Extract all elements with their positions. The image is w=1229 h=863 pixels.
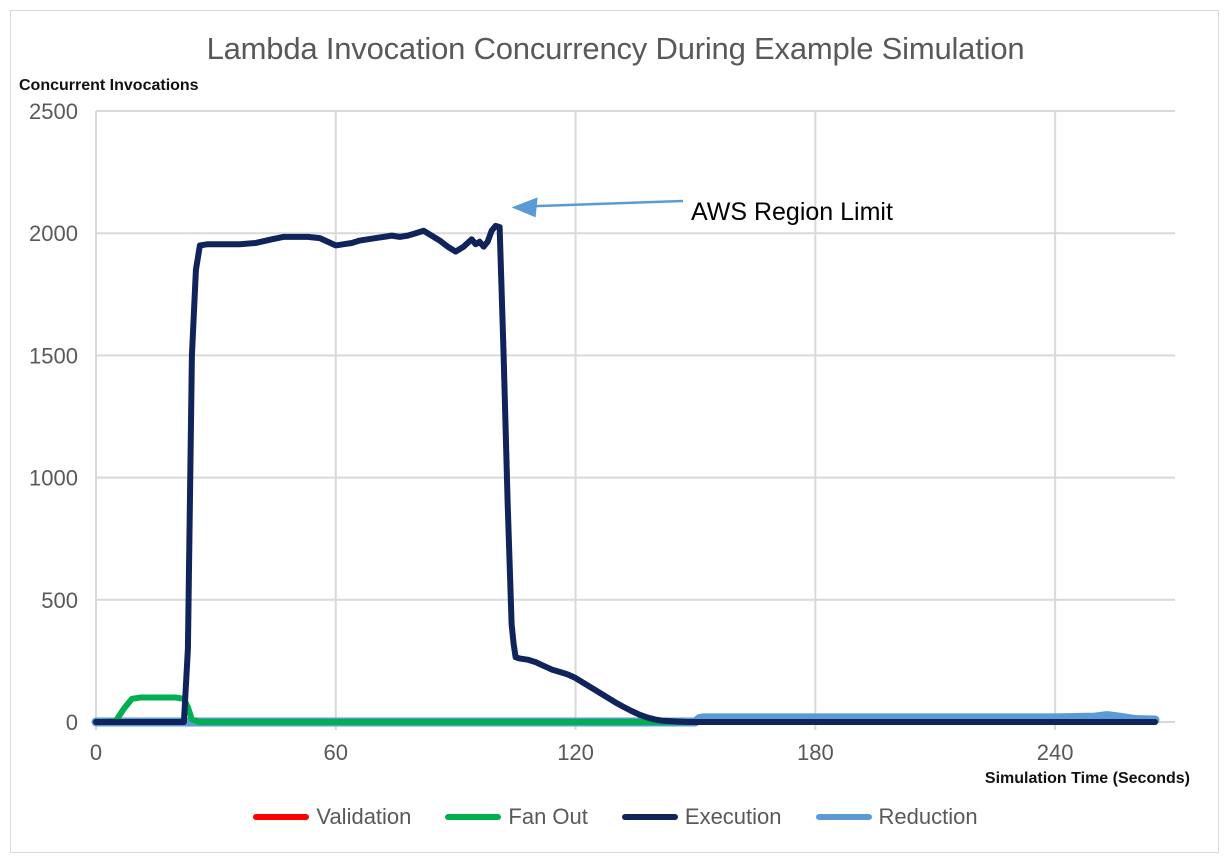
legend-item-execution[interactable]: Execution xyxy=(621,804,782,830)
legend-label: Execution xyxy=(684,804,782,829)
legend-swatch-icon xyxy=(445,814,502,820)
y-tick-label: 2500 xyxy=(29,99,78,124)
data-series xyxy=(91,222,1160,727)
annotation-aws-region-limit: AWS Region Limit xyxy=(691,198,893,226)
y-tick-label: 2000 xyxy=(29,221,78,246)
legend-swatch-icon xyxy=(621,814,678,820)
chart-title: Lambda Invocation Concurrency During Exa… xyxy=(206,31,1025,66)
legend-label: Validation xyxy=(316,804,412,829)
legend-item-reduction[interactable]: Reduction xyxy=(815,804,978,830)
legend-swatch-icon xyxy=(815,814,872,820)
y-tick-label: 500 xyxy=(41,588,78,613)
plot-svg: 0 500 1000 1500 2000 2500 0 60 120 180 240 xyxy=(29,99,1175,765)
x-axis-tick-labels: 0 60 120 180 240 xyxy=(90,740,1074,765)
chart-legend: Validation Fan Out Execution Reduction xyxy=(11,804,1220,830)
x-tick-label: 240 xyxy=(1037,740,1074,765)
legend-item-validation[interactable]: Validation xyxy=(253,804,411,830)
y-tick-label: 0 xyxy=(66,710,78,735)
chart-frame: Lambda Invocation Concurrency During Exa… xyxy=(10,10,1219,853)
annotation-line xyxy=(527,199,684,208)
x-tick-label: 60 xyxy=(324,740,348,765)
series-line-execution xyxy=(93,222,1159,725)
legend-swatch-icon xyxy=(253,814,310,820)
x-tick-label: 0 xyxy=(90,740,102,765)
y-tick-label: 1500 xyxy=(29,343,78,368)
y-axis-title: Concurrent Invocations xyxy=(19,77,199,94)
x-tick-label: 120 xyxy=(557,740,594,765)
y-axis-tick-labels: 0 500 1000 1500 2000 2500 xyxy=(29,99,78,735)
annotation-arrowhead xyxy=(511,197,538,218)
legend-label: Reduction xyxy=(878,804,978,829)
x-axis-title: Simulation Time (Seconds) xyxy=(984,770,1190,787)
x-tick-label: 180 xyxy=(797,740,834,765)
annotation-arrow xyxy=(511,197,684,218)
legend-item-fan-out[interactable]: Fan Out xyxy=(445,804,588,830)
y-tick-label: 1000 xyxy=(29,466,78,491)
legend-label: Fan Out xyxy=(508,804,588,829)
